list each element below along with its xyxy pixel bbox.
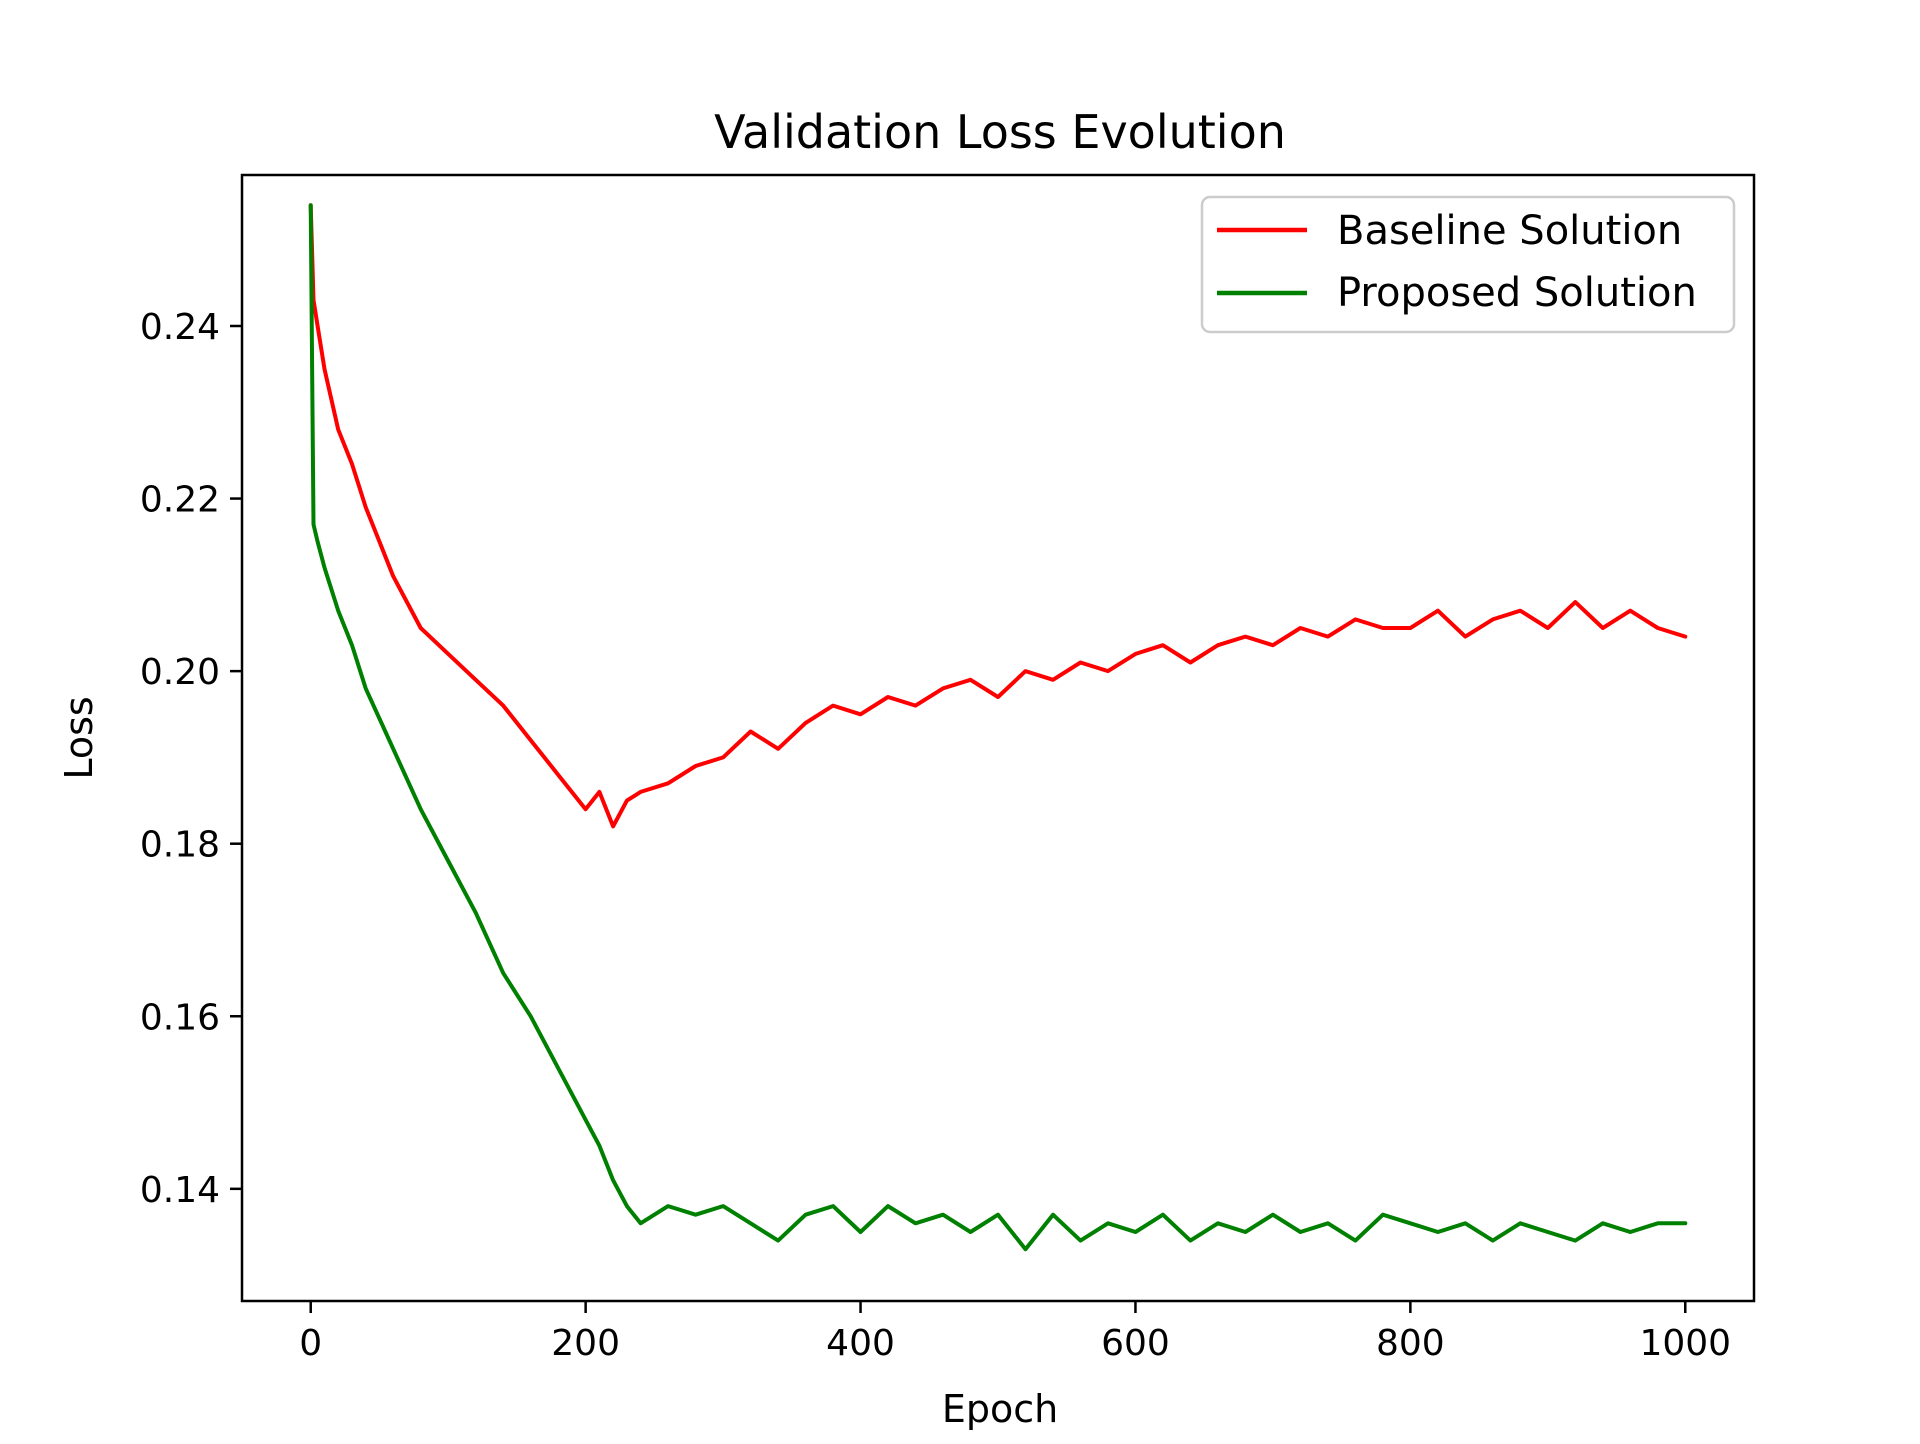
y-tick-label: 0.24	[140, 307, 220, 348]
legend: Baseline Solution Proposed Solution	[1200, 195, 1736, 334]
y-tick-label: 0.22	[140, 480, 220, 521]
x-tick-label: 600	[1101, 1323, 1170, 1364]
y-tick-label: 0.16	[140, 997, 220, 1038]
legend-label-proposed: Proposed Solution	[1337, 270, 1697, 316]
series-line-baseline	[308, 203, 1688, 829]
y-axis-label: Loss	[57, 696, 101, 779]
x-tick-label: 200	[551, 1323, 620, 1364]
legend-label-baseline: Baseline Solution	[1337, 208, 1682, 254]
y-tick-label: 0.14	[140, 1170, 220, 1211]
x-tick-label: 800	[1376, 1323, 1445, 1364]
chart-title: Validation Loss Evolution	[714, 105, 1286, 159]
x-axis: 0 200 400 600 800 1000	[299, 1301, 1731, 1364]
legend-box	[1200, 195, 1736, 334]
x-tick-label: 400	[826, 1323, 895, 1364]
plot-frame	[240, 173, 1756, 1303]
series-layer	[308, 203, 1688, 1252]
series-line-proposed	[308, 203, 1688, 1252]
y-tick-label: 0.18	[140, 825, 220, 866]
x-tick-label: 0	[299, 1323, 322, 1364]
y-tick-label: 0.20	[140, 652, 220, 693]
y-axis: 0.14 0.16 0.18 0.20 0.22 0.24	[140, 307, 242, 1211]
x-axis-label: Epoch	[942, 1387, 1058, 1431]
x-tick-label: 1000	[1639, 1323, 1731, 1364]
